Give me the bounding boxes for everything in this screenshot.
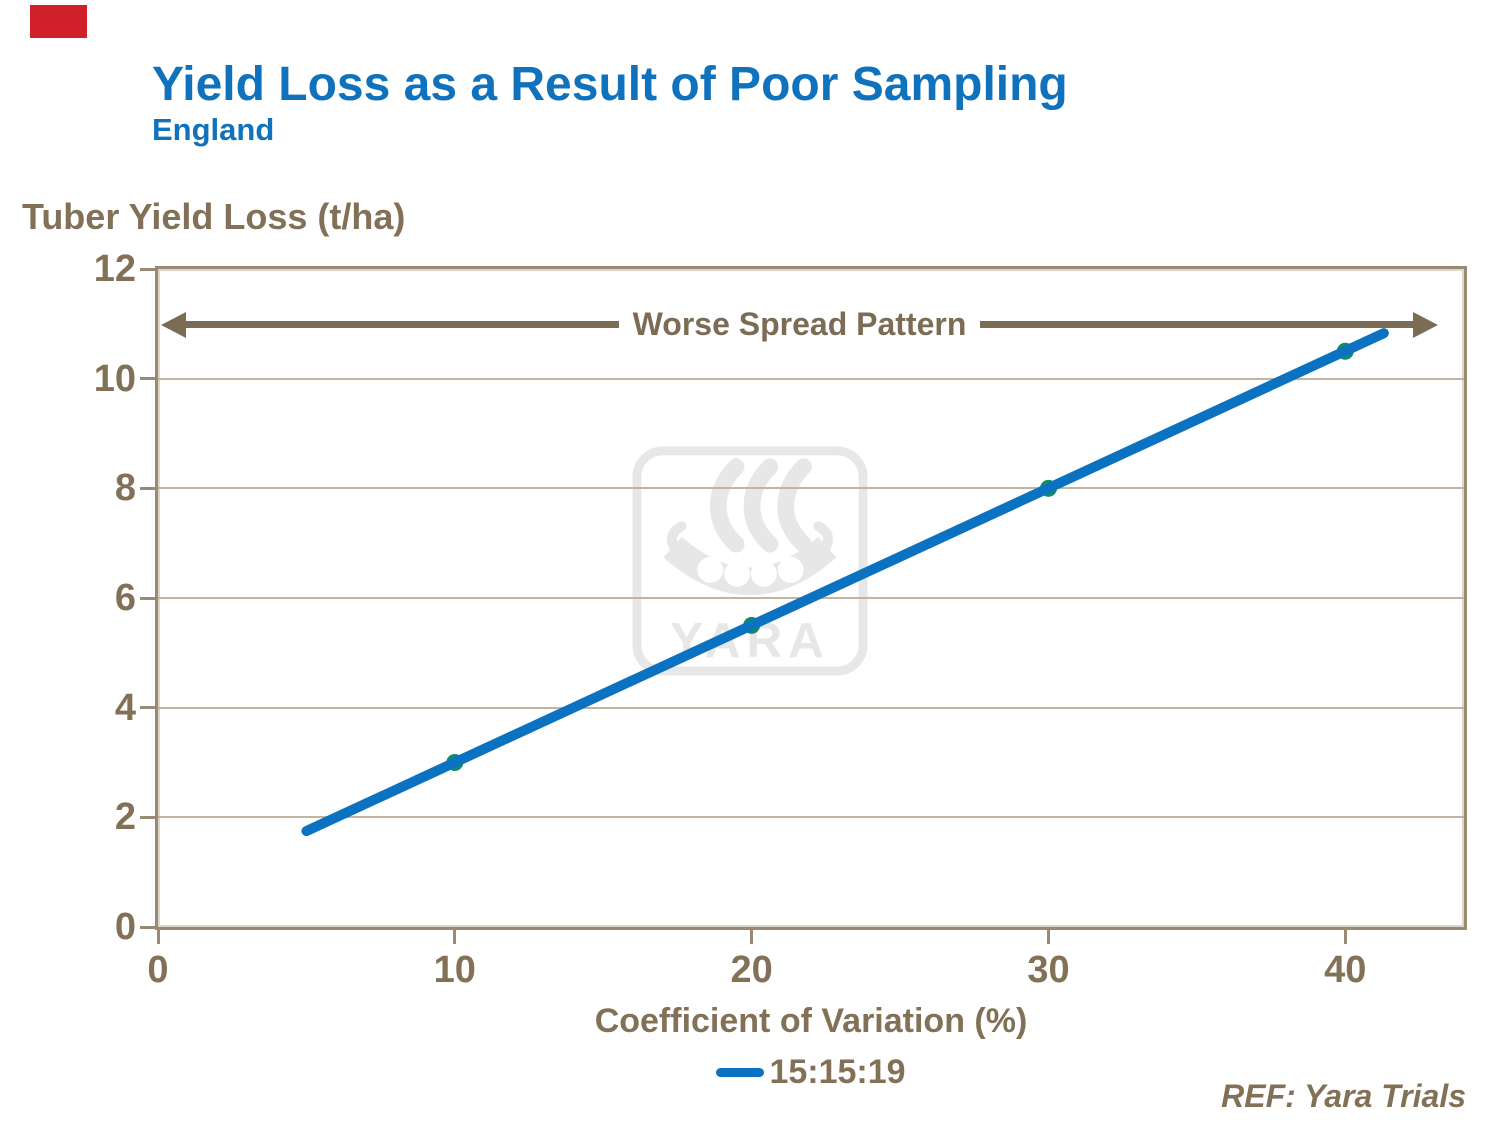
x-tick-label: 30 xyxy=(1027,949,1070,991)
legend: 15:15:19 xyxy=(158,1053,1464,1092)
data-series-layer xyxy=(301,328,1389,837)
legend-line-swatch xyxy=(716,1068,765,1077)
y-tick-label: 12 xyxy=(93,248,136,290)
chart-title: Yield Loss as a Result of Poor Sampling xyxy=(152,58,1068,111)
red-annotation-box xyxy=(30,5,87,38)
y-tick-mark xyxy=(140,925,155,929)
x-tick-mark xyxy=(1046,930,1050,944)
y-tick-label: 4 xyxy=(114,686,136,729)
y-tick-mark xyxy=(140,267,155,271)
legend-series-label: 15:15:19 xyxy=(769,1053,906,1091)
data-line xyxy=(301,328,1389,837)
gridline xyxy=(158,487,1464,490)
x-tick-mark xyxy=(750,930,754,944)
y-tick-mark xyxy=(140,706,155,710)
arrow-label: Worse Spread Pattern xyxy=(632,306,967,342)
plot-area: YARA Worse Spread Pattern xyxy=(155,266,1467,930)
arrow-right-head-icon xyxy=(1413,311,1439,338)
chart-subtitle: England xyxy=(152,112,275,147)
arrow-shaft xyxy=(980,321,1414,328)
x-tick-mark xyxy=(1343,930,1347,944)
y-tick-label: 8 xyxy=(114,467,136,510)
x-tick-mark xyxy=(156,930,160,944)
y-tick-label: 2 xyxy=(114,796,136,839)
arrow-left-head-icon xyxy=(161,311,186,338)
x-tick-mark xyxy=(453,930,457,944)
y-tick-mark xyxy=(140,596,155,600)
x-tick-label: 0 xyxy=(147,949,169,991)
y-tick-label: 0 xyxy=(114,906,136,948)
x-tick-label: 20 xyxy=(730,949,773,991)
gridline xyxy=(158,377,1464,380)
y-tick-mark xyxy=(140,486,155,490)
gridline xyxy=(158,706,1464,709)
y-tick-mark xyxy=(140,815,155,819)
reference-note: REF: Yara Trials xyxy=(1221,1078,1466,1114)
y-axis-title: Tuber Yield Loss (t/ha) xyxy=(22,196,406,237)
y-tick-mark xyxy=(140,377,155,381)
gridline xyxy=(158,816,1464,819)
y-tick-label: 6 xyxy=(114,577,136,619)
y-tick-label: 10 xyxy=(93,357,136,400)
spread-pattern-arrow: Worse Spread Pattern xyxy=(161,306,1439,343)
x-axis-title: Coefficient of Variation (%) xyxy=(594,1002,1028,1040)
x-tick-label: 10 xyxy=(433,949,476,991)
arrow-shaft xyxy=(186,321,619,328)
yara-watermark-logo: YARA xyxy=(632,446,868,676)
x-tick-label: 40 xyxy=(1324,949,1367,991)
